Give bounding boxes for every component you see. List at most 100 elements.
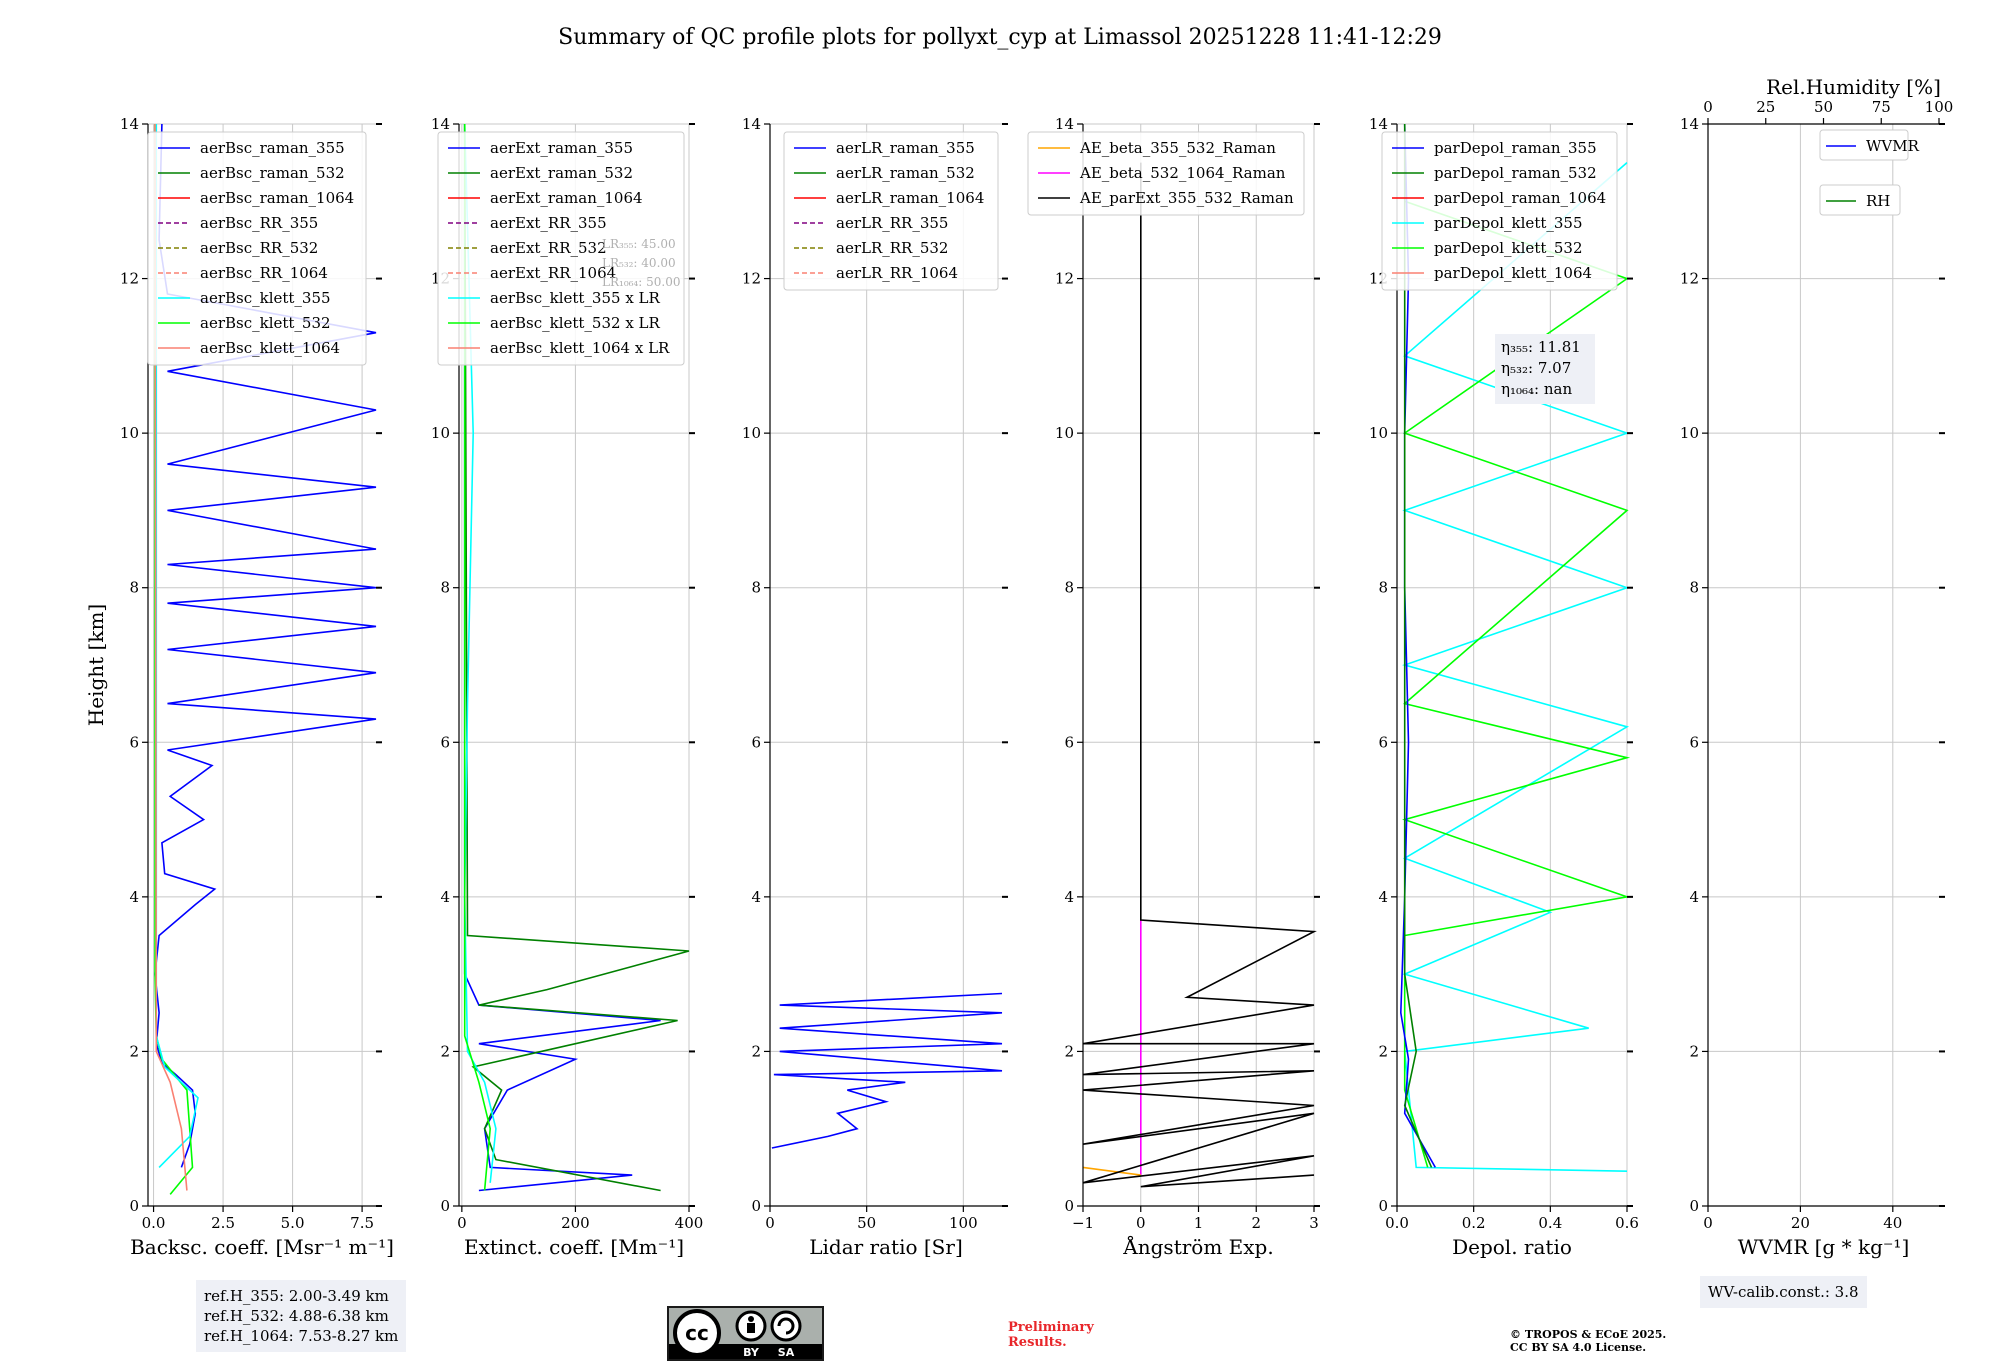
legend-label-4: aerLR_RR_532 <box>836 239 948 257</box>
top-xtick-label-2: 50 <box>1814 98 1833 116</box>
ytick-label-2: 4 <box>1689 888 1699 906</box>
xtick-label-2: 400 <box>675 1214 704 1232</box>
ytick-label-0: 0 <box>1378 1197 1388 1215</box>
legend-label-4: aerBsc_RR_532 <box>200 239 318 257</box>
xtick-label-2: 0.4 <box>1538 1214 1562 1232</box>
ytick-label-2: 4 <box>440 888 450 906</box>
ytick-label-5: 10 <box>120 424 139 442</box>
legend-label-3: parDepol_klett_355 <box>1434 214 1583 232</box>
series-aerlr-raman-355 <box>771 992 1003 1149</box>
ytick-label-6: 12 <box>120 270 139 288</box>
legend-label-4: parDepol_klett_532 <box>1434 239 1583 257</box>
xlabel-bsc: Backsc. coeff. [Msr⁻¹ m⁻¹] <box>130 1235 394 1259</box>
ytick-label-6: 12 <box>1680 270 1699 288</box>
legend-label-7: aerBsc_klett_532 x LR <box>490 314 661 332</box>
top-xtick-label-0: 0 <box>1703 98 1713 116</box>
ytick-label-7: 14 <box>1680 115 1699 133</box>
ytick-label-1: 2 <box>129 1042 139 1060</box>
xlabel-ae: Ångström Exp. <box>1122 1234 1273 1259</box>
top-xlabel-wv: Rel.Humidity [%] <box>1766 75 1941 99</box>
ytick-label-1: 2 <box>751 1042 761 1060</box>
legend-label-0: AE_beta_355_532_Raman <box>1079 139 1276 157</box>
legend-label-1: aerBsc_raman_532 <box>200 164 345 182</box>
ytick-label-3: 6 <box>1378 733 1388 751</box>
legend-label-4: aerExt_RR_532 <box>490 239 607 257</box>
series-pardepol-raman-532 <box>1403 124 1433 1168</box>
legend-label-1: RH <box>1866 192 1890 210</box>
ytick-label-7: 14 <box>1369 115 1388 133</box>
xtick-label-2: 100 <box>949 1214 978 1232</box>
legend-label-7: aerBsc_klett_532 <box>200 314 331 332</box>
copyright-line-1: © TROPOS & ECoE 2025. <box>1510 1328 1667 1341</box>
ytick-label-3: 6 <box>1064 733 1074 751</box>
xtick-label-1: 0 <box>1136 1214 1146 1232</box>
ytick-label-5: 10 <box>1680 424 1699 442</box>
ytick-label-4: 8 <box>751 579 761 597</box>
ytick-label-3: 6 <box>751 733 761 751</box>
legend-depol: parDepol_raman_355 parDepol_raman_532 parD… <box>1381 131 1618 291</box>
xtick-label-2: 1 <box>1194 1214 1204 1232</box>
share-alike-icon <box>770 1310 802 1342</box>
ytick-label-1: 2 <box>440 1042 450 1060</box>
series-aerbsc-raman-355 <box>154 123 377 1168</box>
legend-frame <box>1027 131 1305 216</box>
legend-label-3: aerBsc_RR_355 <box>200 214 318 232</box>
ytick-label-6: 12 <box>742 270 761 288</box>
top-xtick-label-3: 75 <box>1872 98 1891 116</box>
legend-label-1: parDepol_raman_532 <box>1434 164 1597 182</box>
ytick-label-5: 10 <box>431 424 450 442</box>
eta-annotation-0: η₃₅₅: 11.81 <box>1501 338 1581 356</box>
series-aerbsc-klett-532 <box>154 124 194 1195</box>
legend-label-5: aerLR_RR_1064 <box>836 264 958 282</box>
series-aerext-raman-532 <box>463 123 690 1192</box>
ytick-label-3: 6 <box>1689 733 1699 751</box>
legend-label-6: aerBsc_klett_355 <box>200 289 331 307</box>
xtick-label-0: 0 <box>457 1214 467 1232</box>
series-ae-parext-355-532-raman <box>1082 162 1317 1188</box>
ytick-label-2: 4 <box>1064 888 1074 906</box>
ytick-label-5: 10 <box>1369 424 1388 442</box>
legend-label-8: aerBsc_klett_1064 x LR <box>490 339 670 357</box>
copyright-line-2: CC BY SA 4.0 License. <box>1510 1341 1647 1354</box>
ref-height-1064: ref.H_1064: 7.53-8.27 km <box>204 1327 399 1345</box>
series-aerbsc-klett-1064 <box>154 123 188 1191</box>
legend-label-0: aerLR_raman_355 <box>836 139 975 157</box>
xtick-label-0: 0 <box>1703 1214 1713 1232</box>
legend-label-2: aerLR_raman_1064 <box>836 189 984 207</box>
xlabel-depol: Depol. ratio <box>1452 1235 1572 1259</box>
xtick-label-1: 0.2 <box>1462 1214 1486 1232</box>
ytick-label-5: 10 <box>1055 424 1074 442</box>
cc-logo-icon <box>673 1309 721 1357</box>
preliminary-results-note: Preliminary Results. <box>1008 1320 1094 1350</box>
ytick-label-7: 14 <box>120 115 139 133</box>
legend-label-1: AE_beta_532_1064_Raman <box>1079 164 1286 182</box>
series-aerbsc-klett-532-x-lr <box>463 124 492 1191</box>
legend-label-1: aerLR_raman_532 <box>836 164 975 182</box>
xtick-label-1: 2.5 <box>211 1214 235 1232</box>
legend-label-2: aerExt_raman_1064 <box>490 189 643 207</box>
xlabel-wv: WVMR [g * kg⁻¹] <box>1738 1235 1910 1259</box>
ytick-label-2: 4 <box>129 888 139 906</box>
series-pardepol-raman-355 <box>1399 123 1436 1168</box>
legend-label-5: aerExt_RR_1064 <box>490 264 616 282</box>
ytick-label-4: 8 <box>440 579 450 597</box>
eta-annotation-2: η₁₀₆₄: nan <box>1501 380 1572 398</box>
legend-label-0: parDepol_raman_355 <box>1434 139 1597 157</box>
top-xtick-label-1: 25 <box>1756 98 1775 116</box>
xtick-label-0: 0 <box>765 1214 775 1232</box>
xtick-label-3: 7.5 <box>350 1214 374 1232</box>
legend-label-2: AE_parExt_355_532_Raman <box>1079 189 1294 207</box>
legend-label-2: aerBsc_raman_1064 <box>200 189 354 207</box>
xtick-label-1: 20 <box>1791 1214 1810 1232</box>
ytick-label-0: 0 <box>1064 1197 1074 1215</box>
ytick-label-2: 4 <box>1378 888 1388 906</box>
ytick-label-7: 14 <box>1055 115 1074 133</box>
legend-label-0: WVMR <box>1866 137 1920 155</box>
legend-frame <box>147 131 367 366</box>
ytick-label-1: 2 <box>1378 1042 1388 1060</box>
xlabel-lr: Lidar ratio [Sr] <box>809 1235 963 1259</box>
ytick-label-4: 8 <box>1689 579 1699 597</box>
legend-label-6: aerBsc_klett_355 x LR <box>490 289 661 307</box>
series-aerext-raman-355 <box>463 124 661 1192</box>
